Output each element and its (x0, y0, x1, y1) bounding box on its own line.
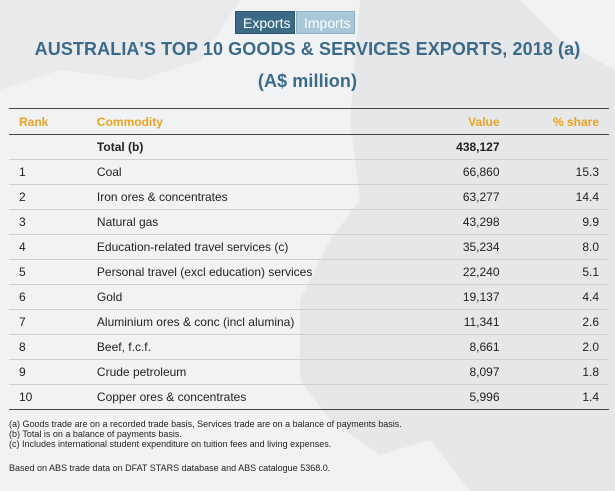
column-header-value: Value (377, 108, 507, 135)
table-row: 10 Copper ores & concentrates 5,996 1.4 (9, 384, 609, 410)
cell-value: 43,298 (377, 209, 507, 235)
cell-value: 22,240 (377, 259, 507, 285)
table-row-total: Total (b) 438,127 (9, 134, 609, 160)
cell-share: 9.9 (506, 209, 609, 235)
cell-value: 8,097 (377, 359, 507, 385)
footnote-a: (a) Goods trade are on a recorded trade … (9, 419, 402, 429)
cell-share (506, 134, 609, 160)
table-row: 6 Gold 19,137 4.4 (9, 284, 609, 310)
cell-commodity: Copper ores & concentrates (96, 384, 378, 410)
cell-rank: 10 (9, 384, 97, 410)
cell-share: 14.4 (506, 184, 609, 210)
cell-commodity: Natural gas (96, 209, 378, 235)
cell-rank: 2 (9, 184, 97, 210)
cell-commodity: Gold (96, 284, 378, 310)
cell-share: 1.8 (506, 359, 609, 385)
cell-share: 5.1 (506, 259, 609, 285)
cell-commodity: Beef, f.c.f. (96, 334, 378, 360)
cell-rank: 6 (9, 284, 97, 310)
tab-imports[interactable]: Imports (296, 11, 355, 34)
cell-share: 4.4 (506, 284, 609, 310)
table-header-row: Rank Commodity Value % share (9, 108, 609, 135)
column-header-commodity: Commodity (96, 108, 378, 135)
table-row: 9 Crude petroleum 8,097 1.8 (9, 359, 609, 385)
cell-value: 438,127 (377, 134, 507, 160)
table-subtitle: (A$ million) (257, 71, 358, 91)
cell-value: 66,860 (377, 159, 507, 185)
table-row: 5 Personal travel (excl education) servi… (9, 259, 609, 285)
cell-commodity: Personal travel (excl education) service… (96, 259, 378, 285)
cell-rank: 4 (9, 234, 97, 260)
cell-commodity: Total (b) (96, 134, 378, 160)
tab-exports[interactable]: Exports (235, 11, 295, 34)
cell-commodity: Coal (96, 159, 378, 185)
table-row: 7 Aluminium ores & conc (incl alumina) 1… (9, 309, 609, 335)
table-row: 4 Education-related travel services (c) … (9, 234, 609, 260)
cell-value: 63,277 (377, 184, 507, 210)
cell-commodity: Iron ores & concentrates (96, 184, 378, 210)
cell-value: 19,137 (377, 284, 507, 310)
cell-share: 2.6 (506, 309, 609, 335)
cell-rank (9, 134, 97, 160)
cell-value: 8,661 (377, 334, 507, 360)
column-header-share: % share (506, 108, 609, 135)
footnotes: (a) Goods trade are on a recorded trade … (9, 419, 402, 449)
table-row: 1 Coal 66,860 15.3 (9, 159, 609, 185)
table-row: 3 Natural gas 43,298 9.9 (9, 209, 609, 235)
cell-share: 2.0 (506, 334, 609, 360)
cell-rank: 5 (9, 259, 97, 285)
footnote-c: (c) Includes international student expen… (9, 439, 332, 449)
table-title: AUSTRALIA'S TOP 10 GOODS & SERVICES EXPO… (34, 39, 581, 59)
cell-value: 5,996 (377, 384, 507, 410)
exports-imports-toggle: Exports Imports (235, 11, 355, 34)
cell-commodity: Aluminium ores & conc (incl alumina) (96, 309, 378, 335)
cell-share: 15.3 (506, 159, 609, 185)
source-note: Based on ABS trade data on DFAT STARS da… (9, 463, 331, 473)
cell-share: 8.0 (506, 234, 609, 260)
column-header-rank: Rank (9, 108, 97, 135)
cell-rank: 7 (9, 309, 97, 335)
cell-value: 11,341 (377, 309, 507, 335)
table-row: 8 Beef, f.c.f. 8,661 2.0 (9, 334, 609, 360)
cell-share: 1.4 (506, 384, 609, 410)
cell-rank: 8 (9, 334, 97, 360)
cell-commodity: Education-related travel services (c) (96, 234, 378, 260)
cell-commodity: Crude petroleum (96, 359, 378, 385)
cell-rank: 3 (9, 209, 97, 235)
cell-rank: 1 (9, 159, 97, 185)
exports-table: Rank Commodity Value % share Total (b) 4… (9, 108, 609, 410)
cell-value: 35,234 (377, 234, 507, 260)
cell-rank: 9 (9, 359, 97, 385)
footnote-b: (b) Total is on a balance of payments ba… (9, 429, 182, 439)
table-row: 2 Iron ores & concentrates 63,277 14.4 (9, 184, 609, 210)
